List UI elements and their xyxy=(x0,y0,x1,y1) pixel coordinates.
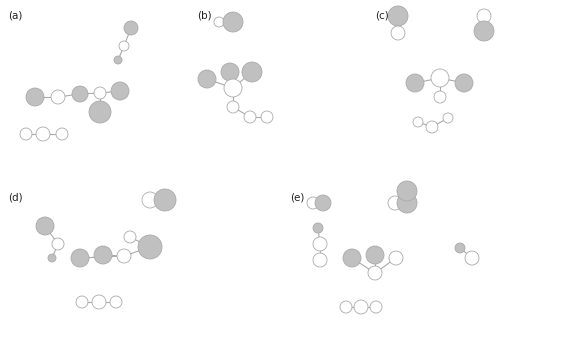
Circle shape xyxy=(89,101,111,123)
Circle shape xyxy=(51,90,65,104)
Circle shape xyxy=(36,127,50,141)
Circle shape xyxy=(124,231,136,243)
Circle shape xyxy=(354,300,368,314)
Circle shape xyxy=(307,197,319,209)
Circle shape xyxy=(142,192,158,208)
Circle shape xyxy=(221,63,239,81)
Circle shape xyxy=(368,266,382,280)
Circle shape xyxy=(366,246,384,264)
Circle shape xyxy=(198,70,216,88)
Circle shape xyxy=(426,121,438,133)
Circle shape xyxy=(111,82,129,100)
Text: (a): (a) xyxy=(8,10,22,20)
Circle shape xyxy=(76,296,88,308)
Circle shape xyxy=(114,56,122,64)
Circle shape xyxy=(340,301,352,313)
Circle shape xyxy=(313,237,327,251)
Circle shape xyxy=(443,113,453,123)
Circle shape xyxy=(431,69,449,87)
Circle shape xyxy=(455,74,473,92)
Circle shape xyxy=(391,26,405,40)
Circle shape xyxy=(397,193,417,213)
Circle shape xyxy=(388,196,402,210)
Circle shape xyxy=(406,74,424,92)
Circle shape xyxy=(36,217,54,235)
Text: (e): (e) xyxy=(290,192,304,202)
Circle shape xyxy=(20,128,32,140)
Circle shape xyxy=(343,249,361,267)
Circle shape xyxy=(72,86,88,102)
Circle shape xyxy=(26,88,44,106)
Circle shape xyxy=(223,12,243,32)
Circle shape xyxy=(388,6,408,26)
Circle shape xyxy=(138,235,162,259)
Circle shape xyxy=(214,17,224,27)
Circle shape xyxy=(313,223,323,233)
Circle shape xyxy=(124,21,138,35)
Text: (b): (b) xyxy=(197,10,211,20)
Circle shape xyxy=(397,181,417,201)
Circle shape xyxy=(315,195,331,211)
Circle shape xyxy=(117,249,131,263)
Circle shape xyxy=(455,243,465,253)
Circle shape xyxy=(465,251,479,265)
Circle shape xyxy=(71,249,89,267)
Circle shape xyxy=(227,101,239,113)
Circle shape xyxy=(413,117,423,127)
Circle shape xyxy=(242,62,262,82)
Circle shape xyxy=(474,21,494,41)
Circle shape xyxy=(119,41,129,51)
Circle shape xyxy=(370,301,382,313)
Circle shape xyxy=(313,253,327,267)
Text: (c): (c) xyxy=(375,10,389,20)
Circle shape xyxy=(477,9,491,23)
Text: (d): (d) xyxy=(8,192,23,202)
Circle shape xyxy=(110,296,122,308)
Circle shape xyxy=(261,111,273,123)
Circle shape xyxy=(52,238,64,250)
Circle shape xyxy=(92,295,106,309)
Circle shape xyxy=(94,246,112,264)
Circle shape xyxy=(48,254,56,262)
Circle shape xyxy=(94,87,106,99)
Circle shape xyxy=(244,111,256,123)
Circle shape xyxy=(224,79,242,97)
Circle shape xyxy=(389,251,403,265)
Circle shape xyxy=(434,91,446,103)
Circle shape xyxy=(56,128,68,140)
Circle shape xyxy=(154,189,176,211)
